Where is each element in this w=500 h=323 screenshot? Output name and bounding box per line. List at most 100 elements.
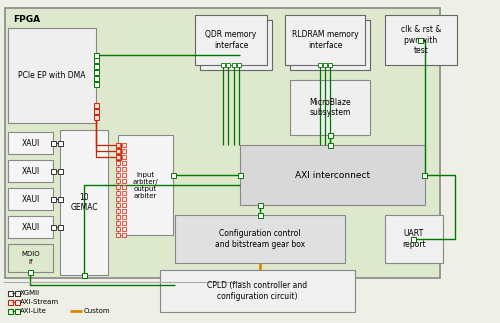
Bar <box>116 149 120 153</box>
Bar <box>116 191 120 195</box>
Bar <box>118 135 173 235</box>
Text: XAUI: XAUI <box>22 194 40 203</box>
Bar <box>116 179 120 183</box>
Bar <box>116 215 120 219</box>
Bar <box>418 37 424 43</box>
Text: Configuration control
and bitstream gear box: Configuration control and bitstream gear… <box>215 229 305 249</box>
Bar <box>8 290 12 296</box>
Bar <box>116 227 120 231</box>
Bar <box>237 63 241 67</box>
Bar <box>8 28 96 123</box>
Bar <box>58 224 62 230</box>
Text: 10
GEMAC: 10 GEMAC <box>70 193 98 212</box>
Bar <box>94 114 98 120</box>
Bar <box>58 196 62 202</box>
Bar <box>170 172 175 178</box>
Bar <box>290 20 370 70</box>
Bar <box>122 227 126 231</box>
Bar <box>58 141 62 145</box>
Bar <box>116 209 120 213</box>
Bar <box>94 57 98 62</box>
Bar <box>50 169 56 173</box>
Bar <box>8 299 12 305</box>
Bar <box>122 179 126 183</box>
Bar <box>122 197 126 201</box>
Bar <box>385 215 443 263</box>
Bar <box>328 63 332 67</box>
Bar <box>94 76 98 80</box>
Bar <box>8 160 53 182</box>
Bar <box>122 149 126 153</box>
Bar <box>122 185 126 189</box>
Bar <box>94 64 98 68</box>
Bar <box>240 145 425 205</box>
Bar <box>116 185 120 189</box>
Text: MDIO
if: MDIO if <box>21 252 40 265</box>
Bar <box>14 290 20 296</box>
Bar <box>116 154 120 160</box>
Bar <box>122 221 126 225</box>
Bar <box>116 167 120 171</box>
Bar <box>94 69 98 75</box>
Bar <box>82 273 86 277</box>
Bar <box>328 132 332 138</box>
Bar <box>60 130 108 275</box>
Bar <box>258 203 262 207</box>
Bar <box>323 63 327 67</box>
Bar <box>8 244 53 272</box>
Bar <box>122 209 126 213</box>
Bar <box>116 143 120 147</box>
Bar <box>200 20 272 70</box>
Bar <box>8 308 12 314</box>
Bar <box>122 161 126 165</box>
Bar <box>232 63 236 67</box>
Bar <box>122 203 126 207</box>
Text: QDR memory
interface: QDR memory interface <box>206 30 256 50</box>
Bar <box>116 173 120 177</box>
Bar <box>28 269 32 275</box>
Text: RLDRAM memory
interface: RLDRAM memory interface <box>292 30 358 50</box>
Text: AXI interconnect: AXI interconnect <box>295 171 370 180</box>
Bar <box>221 63 225 67</box>
Text: Custom: Custom <box>84 308 110 314</box>
Bar <box>226 63 230 67</box>
Bar <box>422 172 428 178</box>
Bar <box>58 169 62 173</box>
Bar <box>116 233 120 237</box>
Bar <box>116 203 120 207</box>
Bar <box>122 155 126 159</box>
Text: XAUI: XAUI <box>22 139 40 148</box>
Bar <box>116 155 120 159</box>
Text: MicroBlaze
subsystem: MicroBlaze subsystem <box>309 98 351 117</box>
Bar <box>290 80 370 135</box>
Bar <box>116 142 120 148</box>
Bar <box>285 15 365 65</box>
Text: XGMII: XGMII <box>20 290 40 296</box>
Bar <box>318 63 322 67</box>
Bar <box>116 161 120 165</box>
Bar <box>8 132 53 154</box>
Bar <box>122 233 126 237</box>
Bar <box>116 221 120 225</box>
Bar <box>14 308 20 314</box>
Bar <box>258 213 262 217</box>
Text: UART
report: UART report <box>402 229 426 249</box>
Bar <box>122 191 126 195</box>
Text: FPGA: FPGA <box>13 15 40 24</box>
Text: AXI-Stream: AXI-Stream <box>20 299 59 305</box>
Bar <box>122 215 126 219</box>
Bar <box>122 173 126 177</box>
Text: AXI-Lite: AXI-Lite <box>20 308 47 314</box>
Bar <box>160 270 355 312</box>
Text: clk & rst &
pwr with
test: clk & rst & pwr with test <box>401 25 441 55</box>
Bar <box>195 15 267 65</box>
Text: XAUI: XAUI <box>22 223 40 232</box>
Bar <box>116 149 120 153</box>
Bar <box>412 236 416 242</box>
Bar <box>50 224 56 230</box>
Bar <box>8 216 53 238</box>
Bar <box>175 215 345 263</box>
Bar <box>385 15 457 65</box>
Bar <box>94 53 98 57</box>
Bar <box>94 102 98 108</box>
